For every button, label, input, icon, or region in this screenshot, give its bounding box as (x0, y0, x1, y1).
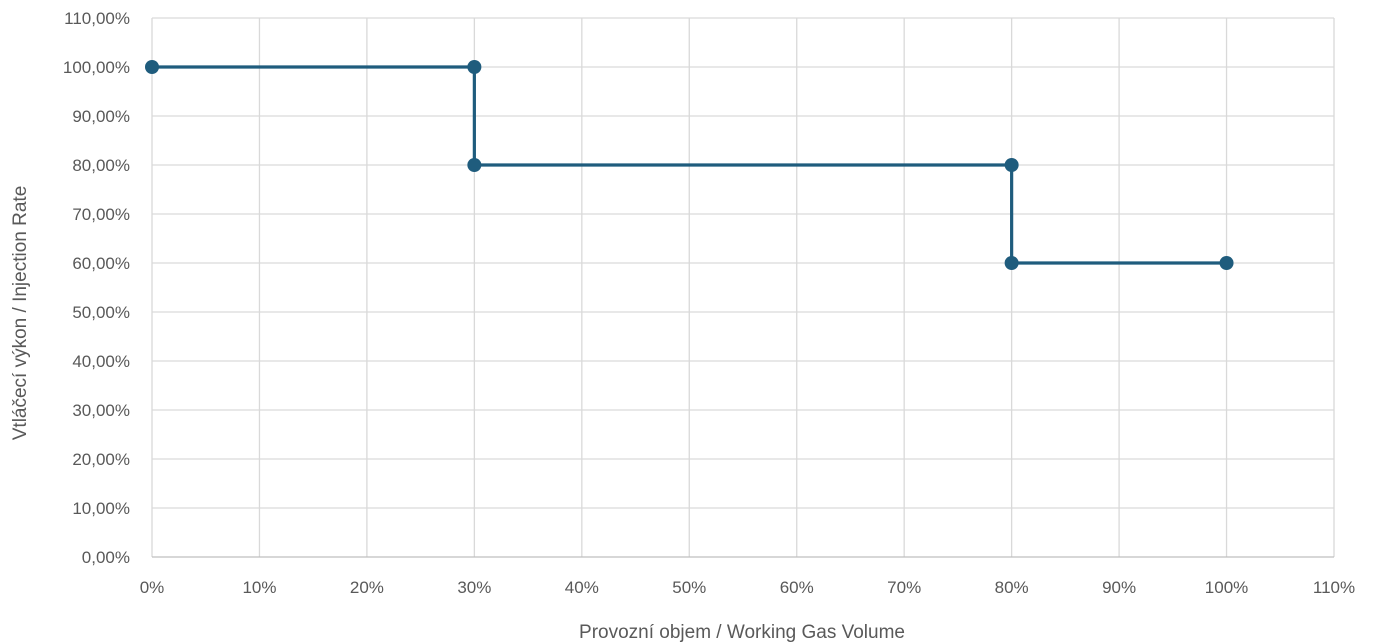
data-point (1004, 158, 1019, 172)
data-point (1004, 256, 1019, 270)
y-tick-label: 30,00% (72, 401, 130, 420)
y-tick-label: 20,00% (72, 450, 130, 469)
series-layer (145, 60, 1234, 270)
gridlines (151, 17, 1335, 557)
x-tick-label: 100% (1205, 578, 1248, 597)
tick-labels: 0% 10% 20% 30% 40% 50% 60% 70% 80% 90% 100% 110% 0,0… (63, 9, 1355, 597)
data-point (467, 158, 482, 172)
y-tick-label: 60,00% (72, 254, 130, 273)
x-tick-label: 50% (672, 578, 706, 597)
y-axis-title: Vtláčecí výkon / Injection Rate (10, 186, 31, 441)
y-tick-label: 90,00% (72, 107, 130, 126)
y-tick-label: 110,00% (64, 9, 130, 28)
y-tick-label: 10,00% (72, 499, 130, 518)
y-tick-label: 100,00% (63, 58, 130, 77)
y-tick-label: 40,00% (72, 352, 130, 371)
x-tick-label: 80% (995, 578, 1029, 597)
x-tick-label: 60% (780, 578, 814, 597)
x-tick-label: 20% (350, 578, 384, 597)
x-tick-label: 30% (457, 578, 491, 597)
x-tick-label: 10% (242, 578, 276, 597)
data-point (1219, 256, 1234, 270)
x-tick-label: 90% (1102, 578, 1136, 597)
y-tick-label: 0,00% (82, 548, 130, 567)
data-point (467, 60, 482, 74)
x-tick-label: 110% (1313, 578, 1355, 597)
y-tick-label: 50,00% (72, 303, 130, 322)
x-tick-label: 70% (887, 578, 921, 597)
data-point (145, 60, 159, 74)
y-tick-label: 70,00% (72, 205, 130, 224)
x-tick-label: 0% (140, 578, 165, 597)
x-tick-label: 40% (565, 578, 599, 597)
x-axis-title: Provozní objem / Working Gas Volume (579, 622, 905, 643)
y-tick-label: 80,00% (72, 156, 130, 175)
